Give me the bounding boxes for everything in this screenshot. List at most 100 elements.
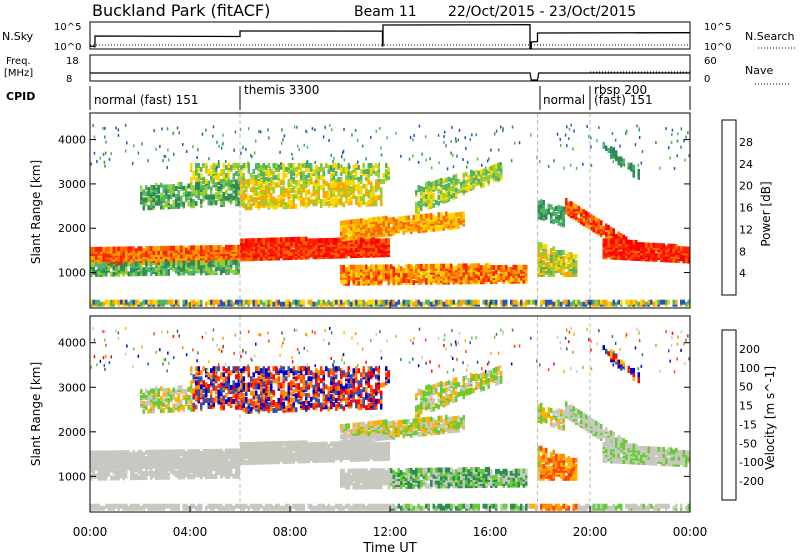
power-cell xyxy=(279,150,281,154)
power-cell xyxy=(282,163,285,168)
power-cell xyxy=(327,168,330,174)
power-cell xyxy=(542,260,545,265)
power-cell xyxy=(322,299,325,305)
power-cell xyxy=(670,141,673,144)
power-cell xyxy=(350,301,353,307)
velocity-cell xyxy=(205,505,208,511)
power-cell xyxy=(557,260,560,265)
power-cell xyxy=(545,244,548,250)
power-cell xyxy=(455,140,457,144)
power-cell xyxy=(285,192,288,198)
power-cell xyxy=(253,151,256,155)
power-cell xyxy=(147,299,150,305)
power-cell xyxy=(420,186,423,191)
power-cell xyxy=(290,180,293,185)
power-cell xyxy=(565,299,568,305)
power-cell xyxy=(612,299,615,305)
power-cell xyxy=(197,268,200,274)
power-cell xyxy=(365,225,368,231)
power-cell xyxy=(255,197,258,203)
power-cell xyxy=(457,218,460,223)
velocity-cell xyxy=(142,503,145,509)
velocity-cell xyxy=(347,503,350,509)
power-cell xyxy=(337,190,340,196)
power-cell xyxy=(435,216,438,222)
power-cell xyxy=(267,198,270,204)
power-cell xyxy=(257,201,260,206)
power-cell xyxy=(260,170,263,176)
power-cell xyxy=(352,164,355,170)
power-cell xyxy=(451,125,453,129)
power-cell xyxy=(665,127,667,131)
power-cell xyxy=(255,238,258,244)
power-cell xyxy=(305,129,307,133)
power-cell xyxy=(545,299,548,305)
velocity-cell xyxy=(177,503,180,509)
power-cell xyxy=(340,200,343,206)
power-cell xyxy=(297,179,300,185)
velocity-cell xyxy=(155,503,158,509)
power-cell xyxy=(347,172,350,178)
power-cell xyxy=(267,168,270,174)
power-cell xyxy=(632,164,635,170)
power-cell xyxy=(477,178,480,184)
power-cell xyxy=(176,126,179,130)
power-cell xyxy=(477,263,480,269)
power-cell xyxy=(317,195,320,201)
power-cell xyxy=(272,180,275,186)
power-cell xyxy=(162,204,165,210)
power-cell xyxy=(167,260,170,266)
power-cell xyxy=(127,271,130,277)
power-cell xyxy=(310,299,313,305)
power-cell xyxy=(525,264,528,270)
power-cell xyxy=(208,157,210,161)
power-cell xyxy=(407,215,410,221)
power-cell xyxy=(597,299,600,305)
power-cell xyxy=(167,299,170,305)
power-cell xyxy=(355,243,358,249)
power-cell xyxy=(175,260,178,266)
power-cell xyxy=(306,159,309,163)
power-cell xyxy=(547,164,550,168)
power-cell xyxy=(542,200,545,205)
power-cell xyxy=(471,133,473,137)
power-cell xyxy=(112,271,115,277)
power-cell xyxy=(622,158,625,164)
power-cell xyxy=(262,172,265,178)
power-cell xyxy=(602,252,605,258)
velocity-cell xyxy=(327,503,330,509)
velocity-cell xyxy=(232,505,235,511)
power-cell xyxy=(100,254,103,260)
title-dates: 22/Oct/2015 - 23/Oct/2015 xyxy=(448,4,636,20)
power-cell xyxy=(605,223,608,229)
power-cell xyxy=(327,237,330,243)
power-cell xyxy=(125,265,128,271)
power-cell xyxy=(245,179,248,185)
power-cell xyxy=(490,265,493,271)
power-cell xyxy=(362,163,365,168)
power-cell xyxy=(147,191,150,197)
power-cell xyxy=(310,166,313,172)
power-cell xyxy=(145,185,148,191)
power-cell xyxy=(375,280,378,286)
power-cell xyxy=(104,126,106,130)
power-cell xyxy=(160,299,163,305)
power-cell xyxy=(540,213,543,219)
power-cell xyxy=(425,158,427,162)
power-cell xyxy=(405,215,408,221)
power-cell xyxy=(162,184,165,190)
power-cell xyxy=(450,140,452,143)
power-cell xyxy=(592,215,595,221)
power-cell xyxy=(281,128,283,132)
power-cell xyxy=(303,143,305,147)
power-cell xyxy=(420,190,423,195)
power-cell xyxy=(355,184,358,189)
power-cell xyxy=(235,263,238,269)
power-cell xyxy=(367,199,370,205)
power-cell xyxy=(159,145,161,148)
power-cell xyxy=(272,237,275,243)
power-cell xyxy=(465,269,468,275)
power-cell xyxy=(557,204,560,210)
power-cell xyxy=(540,207,543,213)
power-cell xyxy=(557,299,560,305)
